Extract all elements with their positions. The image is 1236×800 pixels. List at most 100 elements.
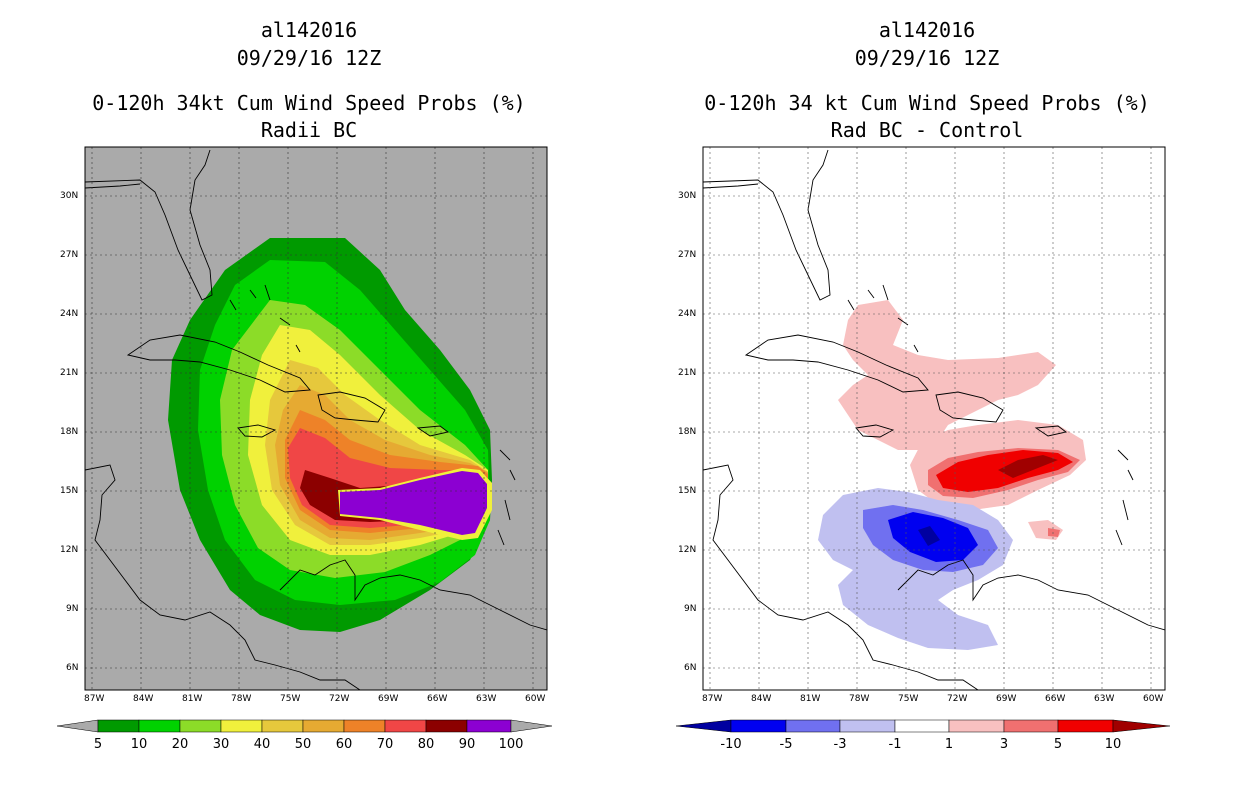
colorbar-swatch (948, 719, 1005, 733)
lon-label: 78W (231, 694, 252, 704)
datetime: 09/29/16 12Z (236, 46, 382, 70)
colorbar-swatch (302, 719, 345, 733)
colorbar-label: 90 (458, 737, 476, 752)
lon-label: 69W (996, 694, 1017, 704)
colorbar-under-arrow (675, 719, 732, 733)
jamaica (237, 424, 277, 438)
colorbar-label: -1 (888, 737, 902, 752)
colorbar-swatch (466, 719, 512, 733)
south-america-coast (279, 559, 547, 631)
jamaica (855, 424, 895, 438)
colorbar-swatch (785, 719, 841, 733)
plot-subtitle: Rad BC - Control (830, 118, 1024, 142)
contour-pos-10 (998, 455, 1058, 478)
lon-label: 63W (476, 694, 497, 704)
lat-label: 9N (684, 604, 697, 614)
colorbar-label: 80 (417, 737, 435, 752)
colorbar-swatch (261, 719, 304, 733)
graticule (85, 147, 547, 690)
lon-label: 87W (702, 694, 723, 704)
lat-label: 6N (684, 663, 697, 673)
lat-label: 30N (678, 191, 697, 201)
lon-label: 63W (1094, 694, 1115, 704)
lat-label: 12N (60, 545, 79, 555)
difference-contours (818, 300, 1086, 650)
probability-contours (168, 238, 492, 632)
colorbar-label: 10 (130, 737, 148, 752)
map-frame (84, 146, 548, 691)
gulf-coast (85, 183, 141, 189)
colorbar-label: 60 (335, 737, 353, 752)
colorbar-over-arrow (510, 719, 553, 733)
colorbar-label: 1 (944, 737, 954, 752)
lat-label: 15N (60, 486, 79, 496)
puerto-rico (1034, 425, 1068, 437)
colorbar-swatch (97, 719, 140, 733)
hispaniola (935, 391, 1004, 423)
colorbar-label: -3 (833, 737, 847, 752)
lat-label: 21N (678, 368, 697, 378)
lat-label: 24N (60, 309, 79, 319)
bahamas (847, 284, 919, 353)
lon-label: 72W (947, 694, 968, 704)
lat-label: 12N (678, 545, 697, 555)
lat-label: 24N (678, 309, 697, 319)
lon-label: 84W (751, 694, 772, 704)
lon-label: 84W (133, 694, 154, 704)
colorbar-swatch (1057, 719, 1114, 733)
lon-label: 78W (849, 694, 870, 704)
left-panel: al142016 09/29/16 12Z 0-120h 34kt Cum Wi… (56, 18, 553, 752)
datetime: 09/29/16 12Z (854, 46, 1000, 70)
colorbar-swatch (425, 719, 468, 733)
colorbar-swatch (138, 719, 181, 733)
bahamas (229, 284, 301, 353)
lat-label: 27N (678, 250, 697, 260)
lesser-antilles (497, 449, 516, 546)
colorbar-label: 3 (999, 737, 1009, 752)
central-america-coast (703, 464, 979, 690)
central-america-coast (85, 464, 361, 690)
lat-label: 15N (678, 486, 697, 496)
colorbar-over-arrow (1112, 719, 1171, 733)
graticule (703, 147, 1165, 690)
colorbar-swatch (839, 719, 896, 733)
storm-id: al142016 (260, 18, 358, 42)
lat-label: 9N (66, 604, 79, 614)
lat-label: 30N (60, 191, 79, 201)
colorbar-label: -5 (779, 737, 793, 752)
lon-label: 69W (378, 694, 399, 704)
lon-label: 81W (182, 694, 203, 704)
contour-pos-small-5 (1048, 528, 1060, 537)
lat-label: 21N (60, 368, 79, 378)
south-america-coast (897, 559, 1165, 631)
colorbar-swatch (220, 719, 263, 733)
lon-label: 60W (1143, 694, 1164, 704)
colorbar-swatch (1003, 719, 1059, 733)
colorbar-label: 50 (294, 737, 312, 752)
lat-label: 6N (66, 663, 79, 673)
colorbar (675, 719, 1171, 733)
colorbar-label: 20 (171, 737, 189, 752)
map-frame (702, 146, 1166, 691)
right-panel: al142016 09/29/16 12Z 0-120h 34 kt Cum W… (618, 0, 1236, 800)
lat-label: 18N (678, 427, 697, 437)
storm-id: al142016 (878, 18, 976, 42)
colorbar-label: -10 (720, 737, 742, 752)
contour-100 (340, 471, 487, 535)
probability-map (56, 146, 553, 733)
colorbar-under-arrow (56, 719, 99, 733)
cuba (126, 334, 311, 393)
lon-label: 75W (898, 694, 919, 704)
contour-pos-1 (838, 300, 1056, 450)
colorbar-label: 5 (93, 737, 103, 752)
colorbar-swatch (894, 719, 950, 733)
colorbar-label: 70 (376, 737, 394, 752)
lon-label: 66W (427, 694, 448, 704)
plot-title: 0-120h 34kt Cum Wind Speed Probs (%) (92, 91, 526, 115)
gulf-coast (703, 183, 759, 189)
colorbar-label: 5 (1053, 737, 1063, 752)
plot-subtitle: Radii BC (260, 118, 358, 142)
colorbar-label: 40 (253, 737, 271, 752)
cuba (744, 334, 929, 393)
colorbar-swatch (179, 719, 222, 733)
